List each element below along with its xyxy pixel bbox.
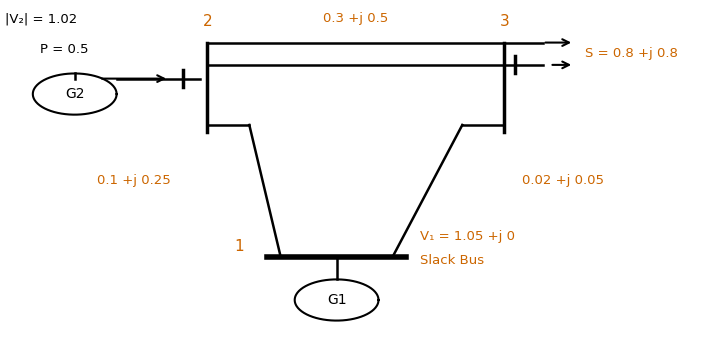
Text: G1: G1 — [327, 293, 346, 307]
Text: 0.02 +j 0.05: 0.02 +j 0.05 — [522, 174, 603, 187]
Text: 0.1 +j 0.25: 0.1 +j 0.25 — [97, 174, 171, 187]
Text: 0.3 +j 0.5: 0.3 +j 0.5 — [323, 12, 389, 25]
Text: V₁ = 1.05 +j 0: V₁ = 1.05 +j 0 — [420, 230, 515, 243]
Text: P = 0.5: P = 0.5 — [40, 43, 88, 56]
Text: |V₂| = 1.02: |V₂| = 1.02 — [5, 12, 77, 25]
Text: 1: 1 — [234, 239, 244, 254]
Text: G2: G2 — [65, 87, 84, 101]
Text: S = 0.8 +j 0.8: S = 0.8 +j 0.8 — [584, 47, 677, 60]
Text: 3: 3 — [499, 14, 509, 29]
Text: Slack Bus: Slack Bus — [420, 254, 484, 267]
Text: 2: 2 — [203, 14, 212, 29]
